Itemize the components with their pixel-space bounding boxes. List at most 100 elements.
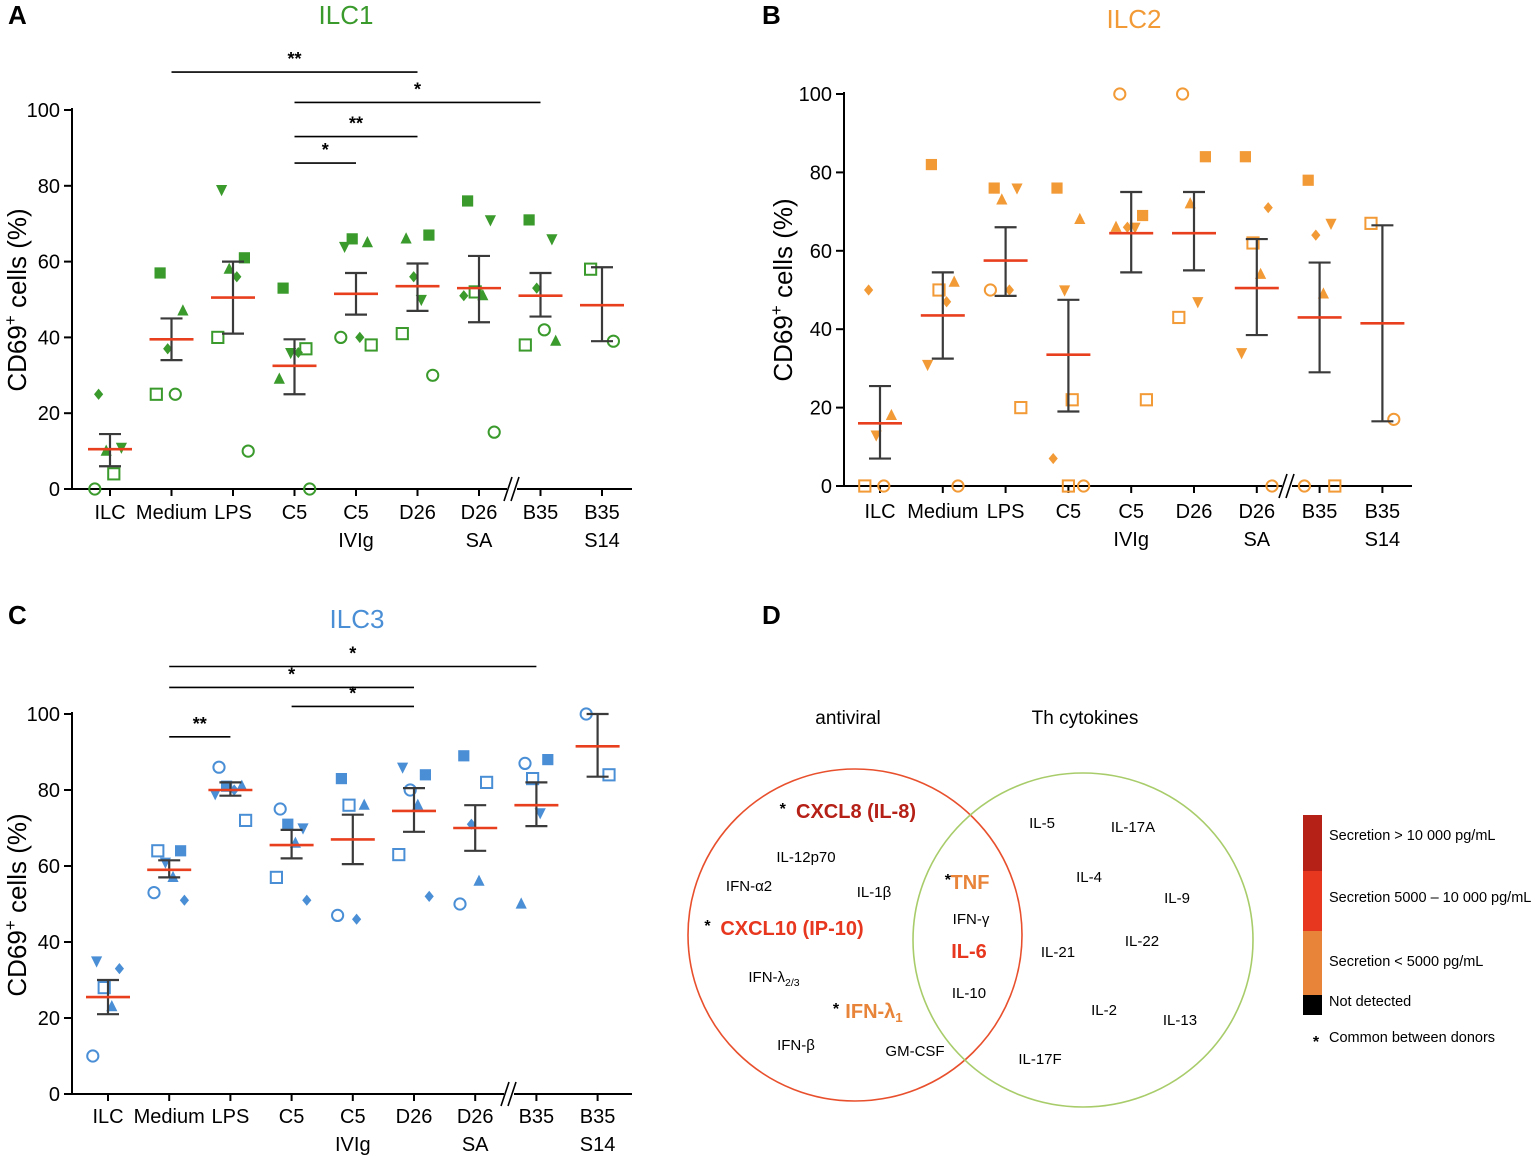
y-axis-label: CD69+ cells (%) — [1, 208, 32, 391]
data-point-square-open — [107, 467, 121, 481]
cytokine-label: TNF — [951, 872, 990, 894]
data-point-square — [1239, 151, 1251, 163]
data-point-square — [282, 818, 294, 830]
chart-title: ILC2 — [1107, 4, 1162, 34]
data-point-circle-open — [86, 1049, 100, 1063]
overlap-il-6: IL-6 — [951, 941, 987, 963]
cytokine-label: IFN-λ2/3 — [748, 969, 799, 989]
significance-bracket: * — [169, 644, 537, 668]
data-point-square-open — [1139, 393, 1154, 407]
data-point-circle-open — [168, 387, 182, 401]
category-ilc: ILC — [88, 388, 132, 524]
x-tick-label: SA — [462, 1134, 489, 1156]
category-d26-sa: D26 SA — [453, 750, 498, 1156]
y-axis-label: CD69+ cells (%) — [1, 813, 32, 996]
data-point-square-open — [392, 848, 406, 862]
y-tick-label: 60 — [38, 252, 60, 274]
antiviral-il-1: IL-1β — [857, 884, 892, 901]
cytokine-label: IL-21 — [1041, 944, 1075, 961]
category-lps: LPS — [208, 760, 253, 1128]
cytokine-label: CXCL8 (IL-8) — [796, 801, 916, 823]
significance-bracket: ** — [294, 114, 418, 138]
data-point-triangle — [550, 334, 562, 346]
data-point-diamond — [942, 296, 952, 308]
x-tick-label: C5 — [1056, 501, 1082, 523]
significance-label: * — [349, 683, 356, 703]
overlap-ifn: IFN-γ — [953, 911, 990, 928]
venn-circle-antiviral — [687, 768, 1023, 1102]
data-point-triangle — [885, 408, 897, 421]
th-il-9: IL-9 — [1164, 890, 1190, 907]
data-point-square-open — [602, 768, 616, 782]
y-tick-label: 80 — [810, 162, 832, 184]
secretion-legend: Secretion > 10 000 pg/mL Secretion 5000 –… — [1303, 815, 1531, 1051]
data-point-triangle-down — [922, 359, 934, 372]
x-tick-label: ILC — [94, 502, 125, 524]
data-point-triangle — [1074, 212, 1086, 225]
data-point-square-open — [584, 262, 598, 276]
data-point-square-open — [518, 338, 532, 352]
venn-header-th-cytokines: Th cytokines — [1032, 708, 1139, 729]
data-point-square — [542, 754, 554, 766]
data-point-triangle — [236, 779, 248, 791]
category-medium: Medium — [136, 267, 207, 524]
data-point-circle-open — [334, 330, 348, 344]
x-tick-label: B35 — [1365, 501, 1401, 523]
y-tick-label: 60 — [38, 856, 60, 878]
category-c5: C5 — [269, 802, 314, 1128]
data-point-square-open — [1172, 310, 1186, 325]
chart-title: ILC3 — [330, 604, 385, 634]
significance-label: * — [414, 79, 421, 99]
th-il-21: IL-21 — [1041, 944, 1075, 961]
category-b35: B35 — [514, 754, 559, 1128]
y-tick-label: 100 — [27, 704, 60, 726]
data-point-circle-open — [951, 479, 965, 493]
data-point-diamond — [1048, 452, 1058, 465]
data-point-square-open — [97, 981, 111, 995]
cytokine-label: IFN-β — [777, 1037, 815, 1054]
category-medium: Medium — [134, 844, 205, 1128]
data-point-square — [175, 845, 187, 857]
panel-letter: D — [762, 600, 781, 630]
data-point-square — [221, 780, 233, 792]
panel-letter: A — [8, 0, 27, 30]
legend-label: Secretion < 5000 pg/mL — [1329, 954, 1483, 970]
y-tick-label: 0 — [49, 479, 60, 501]
cytokine-label: CXCL10 (IP-10) — [720, 918, 863, 940]
data-point-circle-open — [88, 482, 102, 496]
legend-swatch-high — [1303, 871, 1322, 931]
category-b35: B35 — [1297, 174, 1342, 523]
data-point-circle-open — [1387, 412, 1401, 426]
x-tick-label: B35 — [584, 502, 620, 524]
data-point-diamond — [409, 271, 419, 283]
y-tick-label: 60 — [810, 241, 832, 263]
data-point-square-open — [468, 285, 482, 299]
data-point-circle-open — [1297, 479, 1312, 493]
axis-break-mark — [500, 1081, 510, 1107]
antiviral-ifn: IFN-β — [777, 1037, 815, 1054]
category-medium: Medium — [907, 158, 978, 523]
significance-bracket: * — [294, 140, 356, 164]
panel-letter: C — [8, 600, 27, 630]
data-point-triangle-down — [91, 956, 103, 968]
data-point-square — [925, 158, 937, 171]
antiviral-ifn-2: IFN-α2 — [726, 878, 772, 895]
category-ilc: ILC — [858, 284, 902, 523]
x-tick-label: C5 — [343, 502, 369, 524]
data-point-square-open — [364, 338, 378, 352]
category-c5: C5 — [1046, 182, 1091, 523]
data-point-diamond — [424, 890, 434, 902]
category-d26-sa: D26 SA — [1234, 151, 1279, 551]
data-point-triangle — [358, 798, 370, 810]
y-tick-label: 20 — [38, 403, 60, 425]
data-point-circle-open — [877, 479, 891, 493]
x-tick-label: IVIg — [1113, 529, 1149, 551]
data-point-circle-open — [487, 425, 501, 439]
data-point-circle-open — [1265, 479, 1279, 493]
category-b35: B35 — [518, 214, 563, 524]
category-lps: LPS — [211, 184, 255, 524]
significance-label: * — [349, 644, 356, 664]
category-d26: D26 — [392, 762, 436, 1128]
